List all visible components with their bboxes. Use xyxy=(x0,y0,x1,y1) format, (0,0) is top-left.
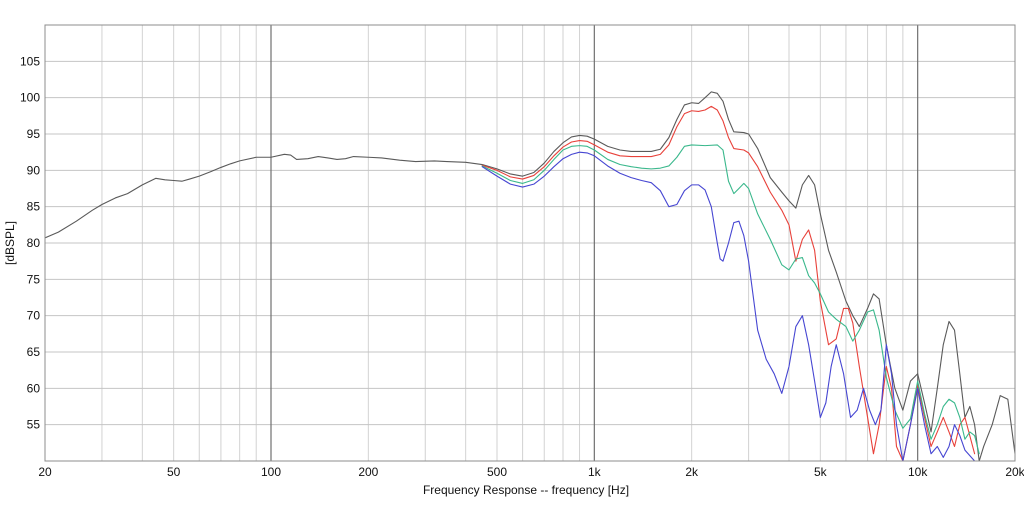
series-line-1 xyxy=(45,91,1015,461)
x-tick-label: 200 xyxy=(358,465,378,479)
y-tick-label: 100 xyxy=(20,91,40,105)
x-tick-label: 2k xyxy=(685,465,699,479)
y-axis-label: [dBSPL] xyxy=(3,221,17,265)
y-tick-label: 70 xyxy=(27,309,41,323)
series-line-3 xyxy=(481,144,980,455)
y-tick-label: 80 xyxy=(27,236,41,250)
series-lines xyxy=(45,91,1015,461)
y-tick-label: 75 xyxy=(27,272,41,286)
x-tick-label: 500 xyxy=(487,465,507,479)
y-tick-label: 65 xyxy=(27,345,41,359)
minor-gridlines xyxy=(45,25,1015,461)
x-tick-label: 50 xyxy=(167,465,181,479)
y-tick-label: 90 xyxy=(27,163,41,177)
x-tick-label: 100 xyxy=(261,465,281,479)
x-tick-label: 10k xyxy=(908,465,928,479)
y-tick-label: 55 xyxy=(27,418,41,432)
y-tick-label: 60 xyxy=(27,381,41,395)
plot-frame xyxy=(44,24,1016,462)
x-axis-label: Frequency Response -- frequency [Hz] xyxy=(423,483,629,497)
x-tick-label: 1k xyxy=(588,465,602,479)
x-tick-label: 5k xyxy=(814,465,828,479)
x-tick-label: 20 xyxy=(38,465,52,479)
x-tick-labels: 20 50 100 200 500 1k 2k 5k 10k 20k xyxy=(38,465,1024,479)
y-tick-label: 85 xyxy=(27,200,41,214)
series-line-4 xyxy=(481,151,976,461)
y-tick-labels: 55 60 65 70 75 80 85 90 95 100 105 xyxy=(20,54,40,431)
y-tick-label: 95 xyxy=(27,127,41,141)
y-tick-label: 105 xyxy=(20,54,40,68)
x-tick-label: 20k xyxy=(1005,465,1024,479)
